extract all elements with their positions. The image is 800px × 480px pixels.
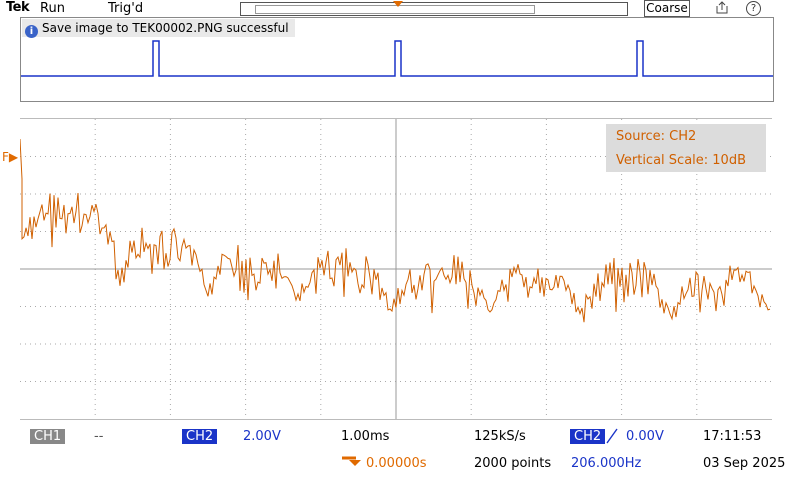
ch2-scale[interactable]: 2.00V (243, 429, 281, 444)
fft-display[interactable] (19, 118, 772, 420)
trigger-frequency: 206.000Hz (571, 456, 642, 471)
trigger-state: Trig'd (108, 1, 144, 16)
fft-source: Source: CH2 (616, 129, 697, 144)
horizontal-position[interactable]: 0.00000s (366, 456, 427, 471)
ch1-label: CH1 (30, 429, 66, 444)
date: 03 Sep 2025 (703, 456, 786, 471)
ch2-badge[interactable]: CH2 (182, 429, 218, 445)
reference-marker-label: F (2, 150, 9, 164)
trigger-source-badge[interactable]: CH2 (570, 429, 606, 445)
ch2-label: CH2 (182, 429, 218, 444)
coarse-button[interactable]: Coarse (644, 0, 690, 17)
help-button[interactable]: ? (746, 1, 761, 16)
overview-waveform-panel (20, 17, 774, 102)
trigger-source-label: CH2 (570, 429, 606, 444)
top-status-bar: Tek Run Trig'd Coarse ? (0, 0, 800, 18)
reference-arrow-icon: ▶ (8, 150, 19, 164)
save-export-icon[interactable] (714, 1, 730, 15)
notification-text: Save image to TEK00002.PNG successful (42, 21, 289, 35)
brand-logo: Tek (6, 0, 30, 15)
trigger-level[interactable]: 0.00V (626, 429, 664, 444)
fft-vertical-scale: Vertical Scale: 10dB (616, 153, 746, 168)
ch2-overview-line (21, 40, 773, 77)
timebase[interactable]: 1.00ms (341, 429, 390, 444)
fft-trace (19, 138, 771, 323)
save-notification: i Save image to TEK00002.PNG successful (22, 19, 295, 38)
graticule (19, 119, 772, 419)
trigger-position-icon (393, 1, 403, 7)
fft-readout-box: Source: CH2 Vertical Scale: 10dB (606, 124, 766, 172)
clock-time: 17:11:53 (703, 429, 762, 444)
acquisition-state[interactable]: Run (40, 1, 65, 16)
reference-marker[interactable]: F▶ (2, 150, 18, 164)
horizontal-position-icon (342, 456, 361, 466)
rising-edge-icon (606, 428, 618, 444)
record-length: 2000 points (474, 456, 552, 471)
ch2-overview-trace (21, 40, 773, 77)
sample-rate: 125kS/s (474, 429, 526, 444)
ch1-badge[interactable]: CH1 (30, 429, 66, 445)
record-position-bar[interactable] (240, 1, 628, 16)
ch1-scale: -- (94, 429, 104, 444)
record-view-window[interactable] (255, 5, 535, 14)
info-icon: i (25, 25, 38, 38)
